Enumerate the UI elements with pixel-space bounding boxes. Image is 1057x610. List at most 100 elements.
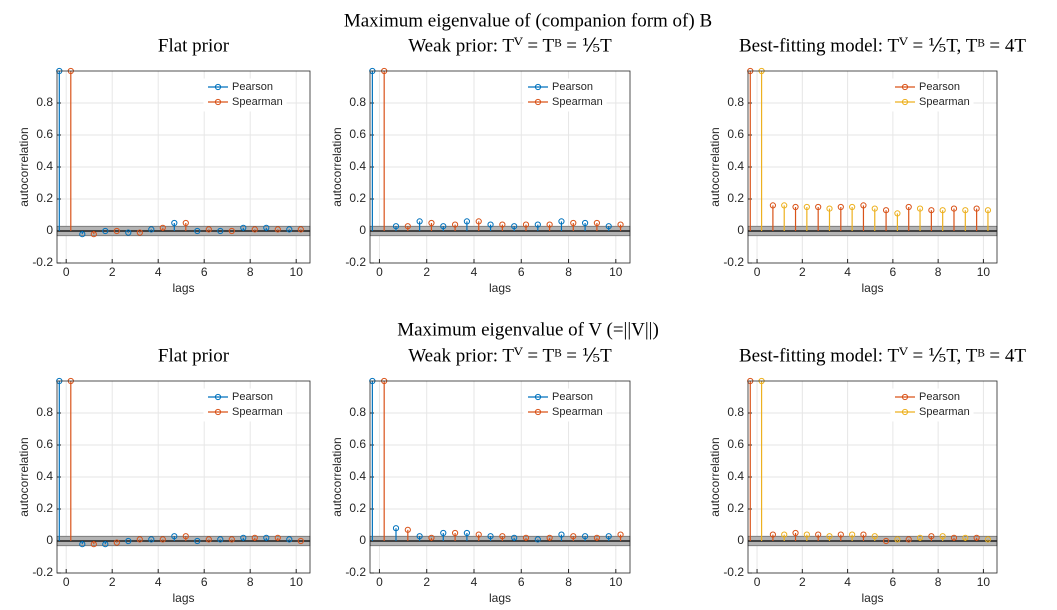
y-tick-label: 0.2 [36,191,53,205]
legend-label: Pearson [232,391,273,403]
stem-marker [171,219,178,227]
stem-marker [286,536,293,543]
legend-label: Spearman [232,406,283,418]
stem-marker [826,205,833,212]
axes-box [56,380,311,574]
y-tick-label: -0.2 [32,565,53,579]
stem-marker [558,531,565,538]
x-axis-label: lags [861,281,883,295]
x-tick-label: 2 [423,575,430,589]
stem-marker [217,227,224,235]
stem-marker [428,219,435,227]
legend-label: Pearson [232,81,273,93]
stem-marker [803,203,810,211]
stem-marker [962,207,969,214]
stem-marker [416,218,423,225]
stem-marker [428,534,435,541]
y-tick-label: 0.2 [349,501,366,515]
stem-marker [499,221,506,228]
stem-marker [404,526,411,533]
stem-marker [769,531,777,538]
stem-marker [950,205,958,212]
legend-label: Spearman [552,96,603,108]
stem-marker [593,219,601,227]
x-tick-label: 0 [754,265,761,279]
y-tick-label: 0.2 [349,191,366,205]
stem-marker [905,203,912,211]
y-tick-label: 0.6 [727,437,744,451]
stem-marker [546,221,553,228]
axes-box [56,70,311,264]
stem-marker [102,541,109,548]
y-axis-label: autocorrelation [17,437,31,516]
plot-title: Best-fitting model: Tⱽ = ⅕T, Tᴮ = 4T [739,345,1026,366]
stem-marker [511,223,518,230]
stem-marker [113,539,120,546]
y-tick-label: 0 [359,223,366,237]
legend-label: Pearson [552,81,593,93]
x-tick-label: 6 [518,265,525,279]
y-tick-label: -0.2 [723,255,744,269]
x-tick-label: 6 [890,265,897,279]
y-tick-label: 0.8 [349,95,366,109]
y-tick-label: 0 [359,533,366,547]
x-tick-label: 10 [977,265,991,279]
stem-marker [205,226,212,233]
y-tick-label: 0.6 [349,127,366,141]
stem-marker [593,534,601,541]
stem-marker [570,533,577,540]
stem-marker [973,205,980,212]
x-tick-label: 4 [471,265,478,279]
x-axis-label: lags [489,281,511,295]
stem-marker [404,223,411,230]
stem-marker [871,533,878,540]
stem-marker [440,223,447,230]
legend-label: Pearson [919,81,960,93]
stem-marker [228,227,235,235]
x-tick-label: 10 [290,265,304,279]
axes-box [747,380,998,574]
y-axis-label: autocorrelation [330,437,344,516]
y-axis-label: autocorrelation [708,437,722,516]
stem-marker [837,531,844,538]
x-axis-label: lags [172,281,194,295]
stem-marker [973,534,980,541]
y-tick-label: -0.2 [345,255,366,269]
stem-marker [451,529,459,537]
stem-marker [148,226,155,233]
stem-marker [125,229,132,236]
y-tick-label: 0 [737,223,744,237]
stem-marker [905,536,912,543]
x-tick-label: 8 [935,575,942,589]
stem-marker [263,534,270,541]
y-tick-label: 0 [737,533,744,547]
stem-marker [392,223,400,230]
stem-marker [617,531,624,538]
legend-marker [901,393,909,401]
stem-marker [240,534,247,541]
y-tick-label: 0.2 [727,191,744,205]
x-tick-label: 4 [844,575,851,589]
stem-marker [522,221,530,228]
stem-marker [894,536,901,543]
stem-marker [274,226,281,233]
stem-marker [939,533,946,540]
stem-marker [79,231,86,238]
stem-marker [440,529,447,537]
y-tick-label: 0 [46,533,53,547]
stem-marker [159,536,166,543]
stem-marker [182,533,189,540]
legend-box [523,388,607,422]
stem-marker [113,227,120,235]
plot-title: Weak prior: Tⱽ = Tᴮ = ⅕T [408,35,612,56]
stem-marker [605,533,612,540]
stem-marker [217,536,224,543]
x-tick-label: 10 [609,575,623,589]
stem-marker [849,531,856,538]
stem-marker [837,203,844,211]
y-tick-label: 0 [46,223,53,237]
stem-marker [511,534,518,541]
x-axis-label: lags [172,591,194,605]
stem-marker [392,525,400,532]
